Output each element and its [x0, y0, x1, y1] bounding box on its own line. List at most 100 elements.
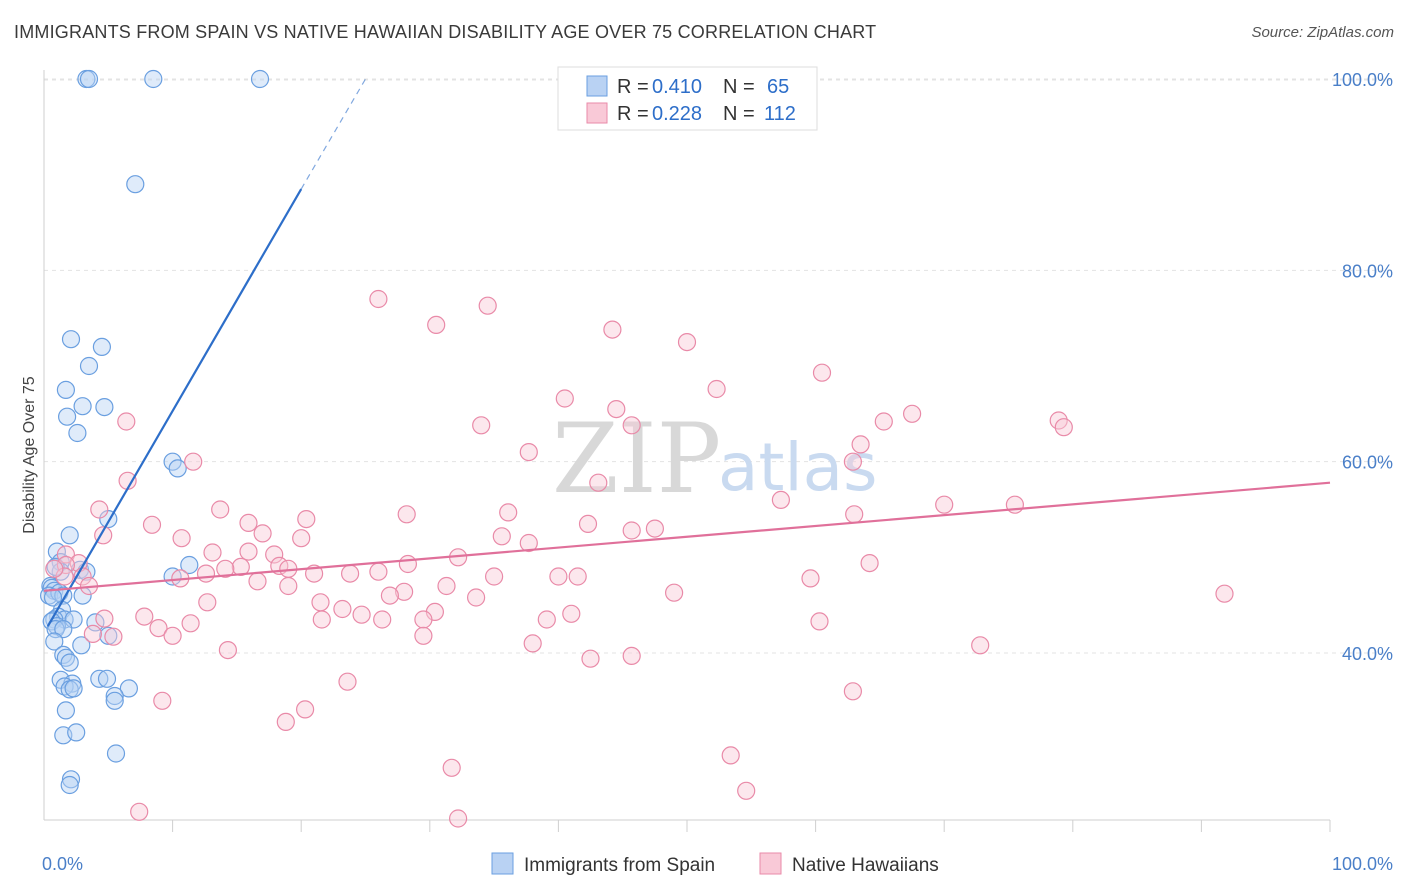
point-hawaiian [737, 781, 756, 800]
point-hawaiian [90, 500, 109, 519]
source-label: Source: ZipAtlas.com [1251, 24, 1394, 41]
point-hawaiian [971, 636, 990, 655]
point-hawaiian [427, 315, 446, 334]
point-hawaiian [135, 607, 154, 626]
point-spain [72, 636, 91, 655]
legend-r-label-hawaiian: R = [617, 103, 649, 125]
point-spain [60, 775, 79, 795]
point-spain [99, 626, 118, 645]
point-spain [67, 723, 86, 742]
point-hawaiian [83, 624, 103, 644]
point-hawaiian [253, 524, 272, 543]
point-hawaiian [239, 542, 258, 561]
point-hawaiian [645, 519, 665, 538]
point-hawaiian [721, 746, 740, 765]
point-hawaiian [276, 712, 295, 732]
point-hawaiian [369, 289, 388, 309]
axes [43, 70, 1331, 832]
point-spain [92, 337, 112, 356]
point-hawaiian [472, 416, 491, 435]
point-hawaiian [56, 545, 76, 564]
point-hawaiian [292, 529, 311, 548]
point-hawaiian [442, 758, 461, 777]
legend-n-label-hawaiian: N = [723, 103, 755, 125]
point-hawaiian [523, 634, 542, 653]
point-hawaiian [581, 649, 600, 668]
point-hawaiian [352, 605, 371, 624]
point-hawaiian [437, 576, 456, 596]
point-hawaiian [216, 559, 235, 578]
point-hawaiian [562, 604, 581, 623]
point-spain [105, 686, 124, 706]
point-hawaiian [196, 564, 216, 583]
point-hawaiian [181, 614, 200, 633]
point-hawaiian [104, 627, 123, 646]
series-swatch-spain [491, 852, 514, 875]
point-spain [105, 691, 124, 710]
point-spain [56, 380, 76, 399]
point-hawaiian [117, 412, 136, 431]
point-spain [57, 407, 77, 426]
y-tick-label: 80.0% [1342, 261, 1393, 281]
point-hawaiian [414, 610, 433, 629]
point-hawaiian [467, 588, 486, 607]
y-axis-label: Disability Age Over 75 [21, 376, 38, 534]
point-spain [86, 613, 105, 632]
point-hawaiian [607, 400, 626, 419]
point-hawaiian [55, 567, 74, 586]
trend-line-hawaiian [43, 481, 1331, 592]
point-hawaiian [902, 404, 922, 423]
chart-title: IMMIGRANTS FROM SPAIN VS NATIVE HAWAIIAN… [14, 22, 877, 42]
legend: R = 0.410 N = 65 R = 0.228 N = 112 [557, 66, 818, 131]
point-hawaiian [397, 505, 416, 524]
point-spain [95, 398, 114, 417]
trend-lines [43, 78, 1331, 627]
point-hawaiian [172, 529, 191, 548]
point-hawaiian [935, 495, 954, 514]
point-hawaiian [1054, 418, 1073, 437]
point-hawaiian [248, 572, 267, 591]
point-hawaiian [279, 576, 298, 596]
point-hawaiian [499, 503, 518, 522]
legend-swatch-hawaiian [586, 102, 608, 124]
legend-r-value-spain: 0.410 [652, 76, 702, 98]
point-spain [55, 677, 74, 696]
point-spain [61, 770, 81, 789]
point-hawaiian [380, 586, 399, 605]
point-hawaiian [239, 513, 258, 533]
point-hawaiian [203, 543, 222, 562]
watermark-atlas: atlas [718, 429, 878, 506]
point-hawaiian [677, 333, 697, 352]
point-hawaiian [874, 412, 893, 431]
point-spain [180, 555, 199, 575]
point-spain [45, 632, 64, 651]
legend-r-label-spain: R = [617, 76, 649, 98]
y-tick-label: 100.0% [1332, 70, 1393, 90]
point-spain [168, 459, 187, 478]
point-spain [97, 669, 117, 688]
point-spain [73, 397, 92, 416]
point-spain [64, 679, 83, 698]
point-hawaiian [369, 562, 388, 581]
point-hawaiian [707, 379, 726, 399]
point-spain [61, 330, 81, 349]
point-hawaiian [603, 320, 622, 339]
series-label-spain: Immigrants from Spain [524, 855, 715, 876]
point-hawaiian [398, 554, 417, 574]
point-hawaiian [771, 490, 791, 509]
point-hawaiian [1215, 584, 1234, 603]
point-hawaiian [312, 610, 331, 629]
point-hawaiian [519, 533, 538, 553]
y-tick-label: 40.0% [1342, 644, 1393, 664]
point-hawaiian [843, 682, 863, 701]
point-hawaiian [311, 593, 330, 612]
point-hawaiian [130, 802, 149, 821]
point-hawaiian [485, 567, 504, 586]
point-spain [60, 653, 79, 672]
point-hawaiian [843, 452, 863, 471]
point-spain [54, 619, 73, 639]
point-hawaiian [297, 509, 316, 529]
point-hawaiian [578, 514, 598, 534]
legend-swatch-spain [586, 75, 608, 97]
point-hawaiian [478, 296, 497, 315]
